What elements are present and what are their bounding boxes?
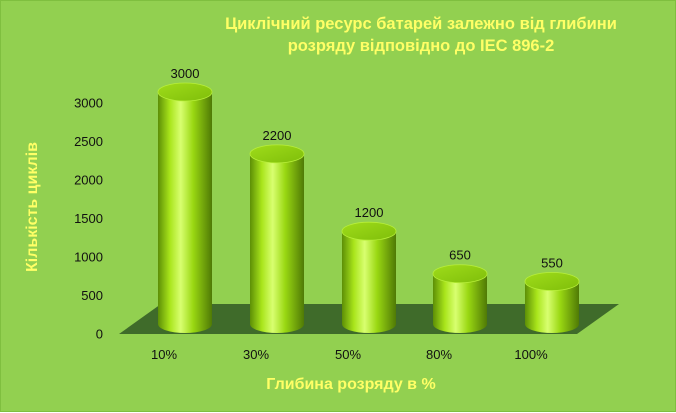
bar-body	[525, 281, 579, 333]
data-label: 3000	[171, 66, 200, 81]
bar-body	[250, 153, 304, 333]
bar-cap	[249, 144, 305, 164]
x-tick-label: 80%	[426, 347, 452, 362]
y-tick-label: 1000	[74, 250, 103, 265]
bar-1	[157, 82, 213, 333]
bar-body	[158, 92, 212, 333]
x-tick-label: 10%	[151, 347, 177, 362]
y-tick-label: 2500	[74, 134, 103, 149]
chart-title-line-1: Циклічний ресурс батарей залежно від гли…	[225, 15, 617, 33]
x-tick-label: 30%	[243, 347, 269, 362]
data-label: 2200	[263, 128, 292, 143]
bar-cap	[524, 272, 580, 291]
y-tick-label: 3000	[74, 96, 103, 111]
data-label: 1200	[355, 205, 384, 220]
bar-cap	[432, 264, 488, 284]
bar-4	[432, 264, 488, 333]
bar-2	[249, 144, 305, 333]
x-tick-label: 100%	[514, 347, 548, 362]
y-tick-label: 500	[81, 288, 103, 303]
bar-body	[433, 273, 487, 333]
bar-cap	[157, 82, 213, 102]
x-tick-label: 50%	[335, 347, 361, 362]
y-tick-label: 1500	[74, 211, 103, 226]
data-label: 550	[541, 255, 563, 270]
bar-3	[341, 221, 397, 333]
x-axis-title: Глибина розряду в %	[266, 376, 436, 393]
y-tick-label: 0	[96, 327, 103, 342]
data-label: 650	[449, 248, 471, 263]
chart-title-line-2: розряду відповідно до IEC 896-2	[287, 37, 555, 55]
bar-cap	[341, 221, 397, 241]
bar-5	[524, 272, 580, 333]
chart-title: Циклічний ресурс батарей залежно від гли…	[171, 13, 671, 57]
y-tick-label: 2000	[74, 173, 103, 188]
bar-body	[342, 231, 396, 333]
